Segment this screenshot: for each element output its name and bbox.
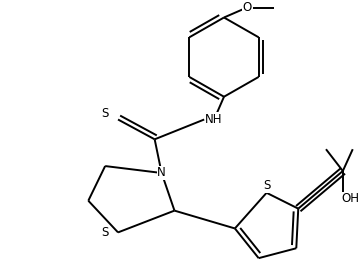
Text: O: O (242, 1, 251, 14)
Text: S: S (263, 179, 270, 192)
Text: S: S (101, 107, 109, 120)
Text: S: S (101, 226, 109, 239)
Text: NH: NH (205, 113, 223, 126)
Text: N: N (157, 167, 166, 179)
Text: OH: OH (342, 192, 360, 205)
